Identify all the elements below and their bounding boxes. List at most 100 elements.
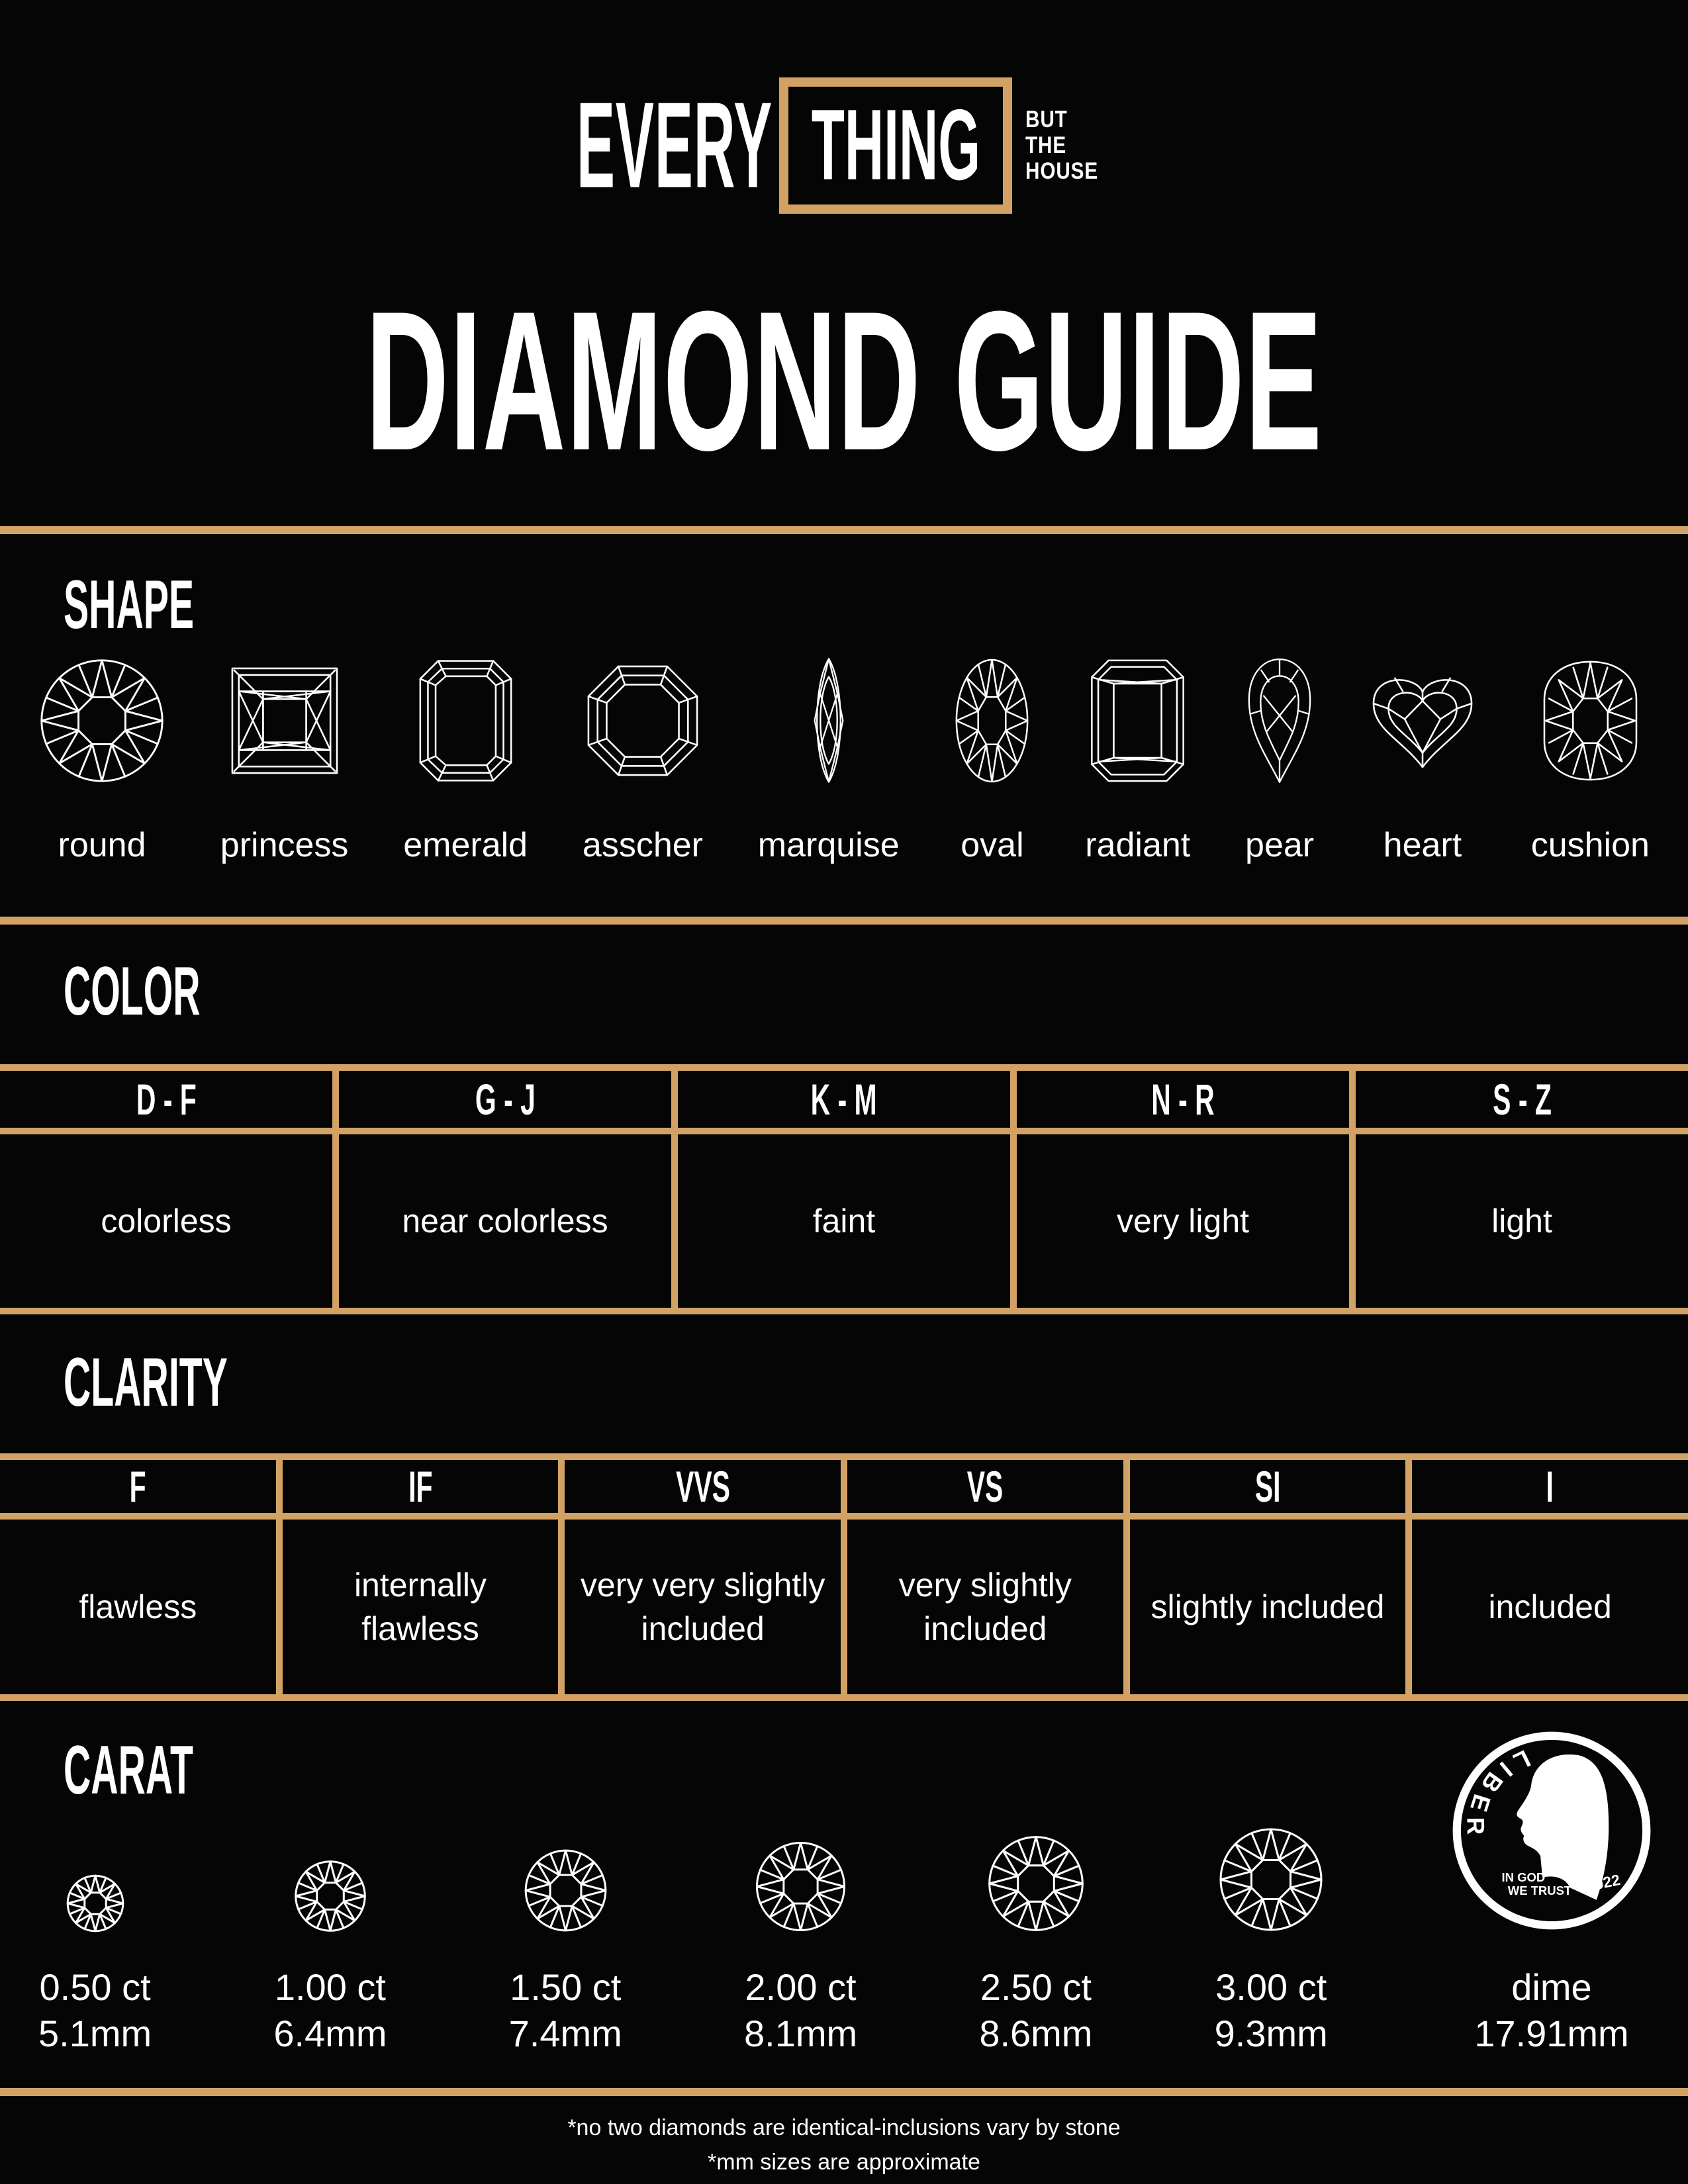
carat-mm-label: 5.1mm (38, 2013, 152, 2054)
carat-mm-label: 6.4mm (273, 2013, 387, 2054)
grade-header-cell: N - R (1017, 1071, 1349, 1128)
carat-weight-label: 3.00 ct (1215, 1966, 1327, 2008)
logo-word-every: EVERY (577, 77, 773, 214)
shape-label: asscher (582, 826, 703, 864)
table-line (0, 1694, 1688, 1701)
oval-diamond-icon (954, 653, 1030, 788)
shape-item-marquise: marquise (758, 653, 900, 865)
grade-header-cell: VVS (565, 1460, 841, 1513)
shape-item-radiant: radiant (1085, 653, 1190, 865)
shape-label: radiant (1085, 826, 1191, 864)
shape-section-heading: SHAPE (64, 567, 195, 643)
shape-item-asscher: asscher (583, 653, 703, 865)
carat-weight-label: 1.00 ct (274, 1966, 386, 2008)
carat-item-3.00-ct: 3.00 ct 9.3mm (1215, 1827, 1328, 2055)
dime-coin-icon: LIBERTY IN GOD WE TRUST 2022 (1437, 1707, 1654, 1936)
grade-description-cell: faint (678, 1134, 1010, 1308)
carat-weight-label: 0.50 ct (39, 1966, 151, 2008)
shape-label: emerald (403, 826, 528, 864)
table-line (0, 1453, 1688, 1460)
grade-header-cell: VS (847, 1460, 1123, 1513)
emerald-diamond-icon (418, 653, 514, 788)
grade-description-cell: near colorless (339, 1134, 671, 1308)
grade-header-cell: D - F (0, 1071, 332, 1128)
grade-description-cell: light (1356, 1134, 1688, 1308)
grade-description-cell: colorless (0, 1134, 332, 1308)
grade-description-cell: slightly included (1129, 1520, 1406, 1694)
shape-item-heart: heart (1369, 653, 1476, 865)
grade-description-cell: flawless (0, 1520, 276, 1694)
table-value-row: colorless near colorless faint very light li… (0, 1134, 1688, 1308)
carat-weight-label: 1.50 ct (510, 1966, 622, 2008)
grade-header-label: G - J (475, 1075, 536, 1124)
grade-header-label: IF (408, 1462, 433, 1511)
shape-label: marquise (757, 826, 900, 864)
shape-item-emerald: emerald (403, 653, 528, 865)
grade-description-cell: very very slightly included (565, 1520, 841, 1694)
footnotes: *no two diamonds are identical-inclusion… (0, 2111, 1688, 2179)
carat-mm-label: 17.91mm (1474, 2013, 1629, 2054)
logo-tagline: BUT THE HOUSE (1025, 74, 1111, 216)
carat-weight-label: dime (1511, 1966, 1592, 2008)
grade-header-label: S - Z (1492, 1075, 1552, 1124)
brand-logo: EVERY THING BUT THE HOUSE (0, 0, 1688, 216)
table-line (0, 1128, 1688, 1134)
shape-label: cushion (1530, 826, 1650, 864)
grade-header-label: D - F (136, 1075, 197, 1124)
carat-item-1.50-ct: 1.50 ct 7.4mm (509, 1848, 622, 2055)
carat-item-dime: LIBERTY IN GOD WE TRUST 2022 dime 17.91mm (1437, 1707, 1654, 2055)
carat-item-2.50-ct: 2.50 ct 8.6mm (979, 1835, 1092, 2055)
round-diamond-icon (524, 1848, 608, 1936)
table-line (0, 1308, 1688, 1314)
grade-header-label: F (129, 1462, 146, 1511)
pear-diamond-icon (1246, 653, 1313, 788)
carat-section-heading: CARAT (64, 1732, 193, 1809)
grade-description-cell: included (1412, 1520, 1688, 1694)
shape-label: pear (1245, 826, 1315, 864)
grade-description-cell: internally flawless (282, 1520, 559, 1694)
svg-text:IN GOD: IN GOD (1502, 1870, 1546, 1884)
table-line (0, 1064, 1688, 1071)
heart-diamond-icon (1369, 653, 1476, 788)
table-line (0, 1513, 1688, 1520)
logo-thing-box: THING (779, 77, 1013, 214)
carat-item-1.00-ct: 1.00 ct 6.4mm (273, 1860, 387, 2055)
section-divider (0, 917, 1688, 925)
footer-divider (0, 2088, 1688, 2096)
asscher-diamond-icon (586, 653, 700, 788)
grade-header-cell: K - M (678, 1071, 1010, 1128)
footnote-line: *no two diamonds are identical-inclusion… (567, 2115, 1121, 2140)
carat-weight-label: 2.00 ct (745, 1966, 857, 2008)
grade-header-cell: IF (282, 1460, 559, 1513)
carat-item-0.50-ct: 0.50 ct 5.1mm (38, 1874, 152, 2055)
footnote-line: *mm sizes are approximate (708, 2150, 980, 2175)
grade-header-cell: S - Z (1356, 1071, 1688, 1128)
princess-diamond-icon (229, 653, 340, 788)
round-diamond-icon (987, 1835, 1085, 1936)
grade-header-label: VS (967, 1462, 1004, 1511)
color-section-heading: COLOR (64, 953, 201, 1030)
round-diamond-icon (294, 1860, 367, 1936)
shape-row: round princess emerald asscher marquise o… (0, 653, 1688, 865)
carat-weight-label: 2.50 ct (980, 1966, 1092, 2008)
grade-header-cell: G - J (339, 1071, 671, 1128)
grade-description-cell: very light (1017, 1134, 1349, 1308)
round-diamond-icon (66, 1874, 124, 1936)
grade-header-label: SI (1254, 1462, 1281, 1511)
clarity-section-heading: CLARITY (64, 1344, 228, 1421)
grade-header-label: N - R (1151, 1075, 1215, 1124)
logo-word-thing: THING (811, 89, 980, 201)
carat-mm-label: 8.1mm (743, 2013, 858, 2054)
grade-header-cell: I (1412, 1460, 1688, 1513)
grade-header-label: VVS (675, 1462, 730, 1511)
logo-tagline-line: THE (1025, 132, 1067, 158)
carat-mm-label: 9.3mm (1214, 2013, 1328, 2054)
shape-label: heart (1383, 826, 1462, 864)
page-title: DIAMOND GUIDE (365, 269, 1323, 492)
logo-tagline-line: HOUSE (1025, 158, 1099, 184)
round-diamond-icon (38, 653, 165, 788)
grade-header-cell: SI (1129, 1460, 1406, 1513)
grade-header-cell: F (0, 1460, 276, 1513)
